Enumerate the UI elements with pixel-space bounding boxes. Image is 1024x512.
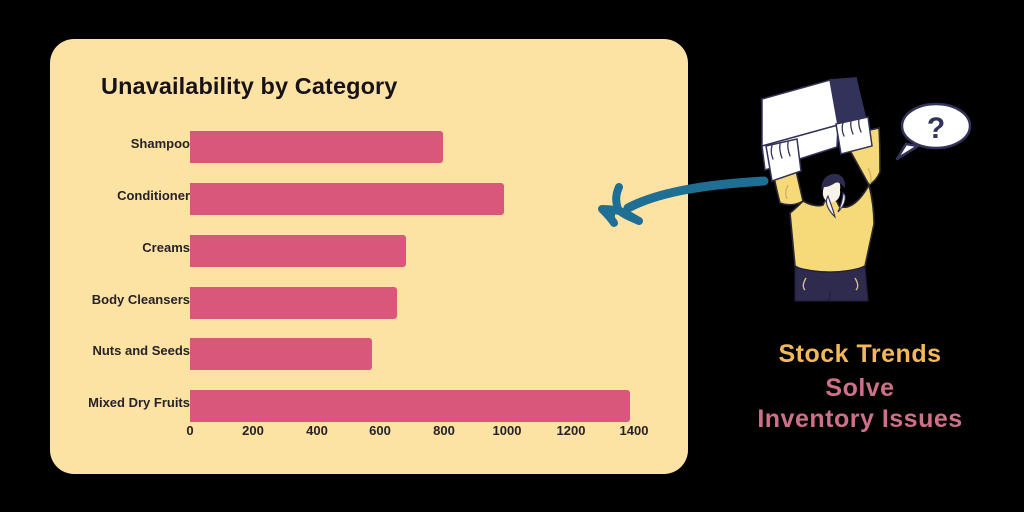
svg-text:?: ? bbox=[927, 112, 945, 145]
